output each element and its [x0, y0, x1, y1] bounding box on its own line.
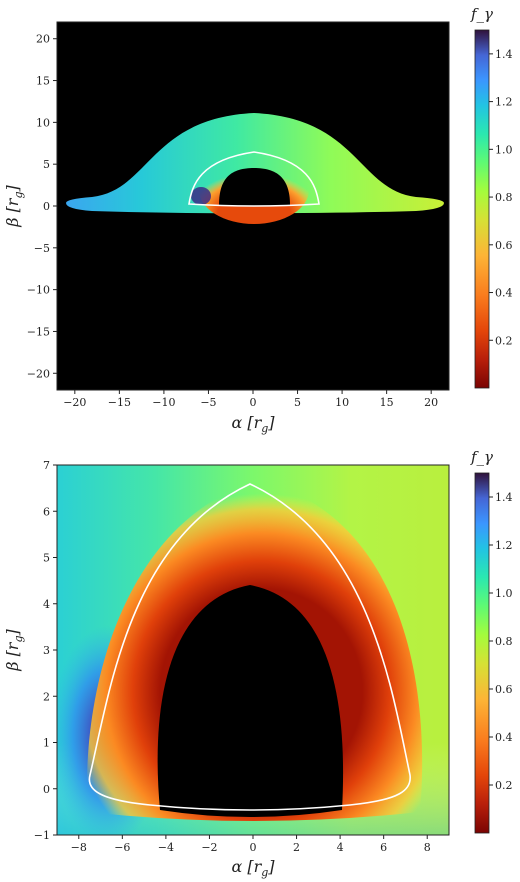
bottom-x-tick-label: −2 — [201, 841, 217, 854]
bottom-colorbar-tick-label: 0.4 — [495, 731, 513, 744]
top-colorbar-gradient — [474, 29, 490, 389]
top-x-tick-label: −15 — [108, 396, 131, 409]
bottom-y-tick-label: 3 — [43, 644, 50, 657]
top-y-tick-label: −15 — [27, 325, 50, 338]
disk-left-blue-spot — [191, 187, 211, 205]
top-colorbar-tick-label: 1.0 — [495, 143, 513, 156]
top-y-axis-label: β [rg] — [3, 184, 25, 227]
top-colorbar-tick-label: 0.6 — [495, 239, 513, 252]
bottom-x-tick-label: −4 — [158, 841, 174, 854]
top-colorbar: f_γ 0.2 0.4 0.6 0.8 1.0 1.2 1.4 — [470, 5, 513, 389]
top-colorbar-ticks: 0.2 0.4 0.6 0.8 1.0 1.2 1.4 — [489, 48, 513, 347]
top-y-tick-label: 5 — [43, 158, 50, 171]
top-y-tick-label: 20 — [36, 33, 50, 46]
bottom-y-tick-label: 4 — [43, 598, 50, 611]
bottom-colorbar: f_γ 0.2 0.4 0.6 0.8 1.0 1.2 1.4 — [470, 448, 513, 834]
bottom-y-tick-label: 1 — [43, 737, 50, 750]
bottom-shadow — [157, 585, 344, 817]
top-shadow — [219, 168, 290, 207]
top-x-tick-label: 20 — [424, 396, 438, 409]
bottom-colorbar-tick-label: 1.2 — [495, 539, 513, 552]
top-y-tick-label: −20 — [27, 367, 50, 380]
bottom-x-tick-label: 6 — [380, 841, 387, 854]
top-panel: −20 −15 −10 −5 0 5 10 15 20 −20−15−10−505101520 … — [3, 21, 450, 435]
bottom-x-ticks: −8 −6 −4 −2 0 2 4 6 8 — [71, 835, 431, 854]
top-y-tick-label: 15 — [36, 75, 50, 88]
top-x-tick-label: −20 — [63, 396, 86, 409]
bottom-x-axis-label: α [rg] — [231, 857, 275, 879]
bottom-colorbar-tick-label: 0.6 — [495, 683, 513, 696]
bottom-x-tick-label: −6 — [114, 841, 130, 854]
bottom-y-tick-label: 5 — [43, 552, 50, 565]
bottom-panel: −8 −6 −4 −2 0 2 4 6 8 −1 0 1 2 3 4 5 6 7 α [rg] β [rg] — [3, 459, 450, 879]
bottom-y-tick-label: 2 — [43, 690, 50, 703]
bottom-y-tick-label: 7 — [43, 459, 50, 472]
top-x-ticks: −20 −15 −10 −5 0 5 10 15 20 — [63, 390, 438, 409]
top-x-axis-label: α [rg] — [231, 413, 275, 435]
top-colorbar-tick-label: 1.4 — [495, 48, 513, 61]
top-y-tick-label: −10 — [27, 284, 50, 297]
top-contour — [188, 151, 320, 207]
bottom-x-tick-label: 4 — [337, 841, 344, 854]
top-x-tick-label: −5 — [200, 396, 216, 409]
bottom-colorbar-gradient — [474, 472, 490, 834]
bottom-heatmap — [57, 465, 449, 835]
bottom-colorbar-tick-label: 1.4 — [495, 491, 513, 504]
top-y-ticks: −20 −15 −10 −5 0 5 10 15 20 — [27, 33, 57, 380]
bottom-colorbar-tick-label: 1.0 — [495, 587, 513, 600]
top-y-tick-label: 0 — [43, 200, 50, 213]
bottom-x-tick-label: 0 — [250, 841, 257, 854]
bottom-x-tick-label: 8 — [424, 841, 431, 854]
bottom-x-tick-label: −8 — [71, 841, 87, 854]
top-colorbar-tick-label: 0.4 — [495, 287, 513, 300]
top-colorbar-tick-label: 0.2 — [495, 334, 513, 347]
top-x-tick-label: 15 — [380, 396, 394, 409]
bottom-colorbar-label: f_γ — [470, 448, 493, 466]
bottom-y-tick-label: −1 — [34, 829, 50, 842]
top-y-tick-label: −5 — [34, 242, 50, 255]
top-colorbar-tick-label: 0.8 — [495, 191, 513, 204]
bottom-colorbar-ticks: 0.2 0.4 0.6 0.8 1.0 1.2 1.4 — [489, 491, 513, 792]
bottom-colorbar-tick-label: 0.8 — [495, 635, 513, 648]
top-x-tick-label: 10 — [335, 396, 349, 409]
bottom-contour — [88, 483, 411, 811]
top-colorbar-tick-label: 1.2 — [495, 96, 513, 109]
bottom-y-tick-label: 6 — [43, 505, 50, 518]
top-x-tick-label: −10 — [152, 396, 175, 409]
top-disk-image — [66, 113, 444, 224]
bottom-y-axis-label: β [rg] — [3, 628, 25, 671]
bottom-colorbar-tick-label: 0.2 — [495, 779, 513, 792]
bottom-y-ticks: −1 0 1 2 3 4 5 6 7 — [34, 459, 57, 842]
top-y-tick-label: 10 — [36, 116, 50, 129]
top-colorbar-label: f_γ — [470, 5, 493, 23]
top-x-tick-label: 5 — [294, 396, 301, 409]
bottom-y-tick-label: 0 — [43, 783, 50, 796]
bottom-x-tick-label: 2 — [293, 841, 300, 854]
top-x-tick-label: 0 — [250, 396, 257, 409]
